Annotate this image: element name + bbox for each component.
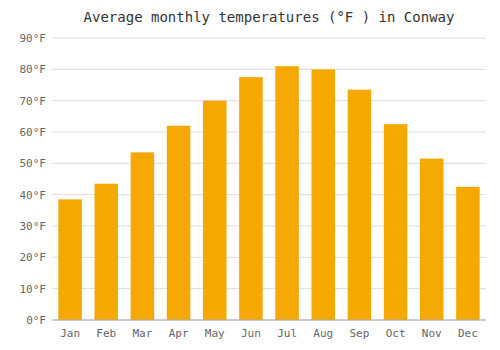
y-tick-labels: 0°F 10°F 20°F 30°F 40°F 50°F 60°F 70°F 80°F 90°F: [20, 32, 47, 327]
x-tick-label: Oct: [386, 327, 406, 340]
bar: [420, 159, 444, 320]
x-tick-label: Nov: [422, 327, 442, 340]
y-tick-label: 80°F: [20, 63, 47, 76]
y-tick-label: 0°F: [26, 314, 46, 327]
grid-line: [52, 38, 486, 39]
bars: [58, 66, 479, 320]
chart-svg: Average monthly temperatures (°F ) in Co…: [0, 0, 500, 350]
x-tick-label: Mar: [132, 327, 152, 340]
x-tick-label: Feb: [96, 327, 116, 340]
x-tick-label: Jul: [277, 327, 297, 340]
x-tick-label: Apr: [169, 327, 189, 340]
grid-line: [52, 69, 486, 70]
bar: [456, 187, 480, 320]
bar: [348, 90, 372, 320]
grid-line: [52, 320, 486, 321]
y-tick-label: 50°F: [20, 157, 47, 170]
y-tick-label: 90°F: [20, 32, 47, 45]
y-tick-label: 30°F: [20, 220, 47, 233]
y-tick-label: 20°F: [20, 251, 47, 264]
x-tick-labels: Jan Feb Mar Apr May Jun Jul Aug Sep Oct Nov Dec: [60, 327, 478, 340]
grid-line: [52, 132, 486, 133]
y-tick-label: 70°F: [20, 95, 47, 108]
x-tick-label: Sep: [349, 327, 369, 340]
grid-line: [52, 100, 486, 101]
y-tick-label: 10°F: [20, 283, 47, 296]
y-tick-label: 60°F: [20, 126, 47, 139]
x-tick-label: Jan: [60, 327, 80, 340]
x-tick-label: Aug: [313, 327, 333, 340]
chart-container: Average monthly temperatures (°F ) in Co…: [0, 0, 500, 350]
x-tick-label: Dec: [458, 327, 478, 340]
bar: [239, 77, 263, 320]
bar: [203, 101, 227, 320]
bar: [58, 199, 82, 320]
x-tick-label: May: [205, 327, 225, 340]
bar: [131, 152, 155, 320]
bar: [167, 126, 191, 320]
x-tick-label: Jun: [241, 327, 261, 340]
x-axis-line: [52, 320, 486, 321]
chart-title: Average monthly temperatures (°F ) in Co…: [84, 9, 455, 25]
bar: [275, 66, 299, 320]
bar: [94, 184, 118, 320]
y-tick-label: 40°F: [20, 189, 47, 202]
bar: [384, 124, 408, 320]
y-grid: [52, 38, 486, 320]
bar: [311, 69, 335, 320]
